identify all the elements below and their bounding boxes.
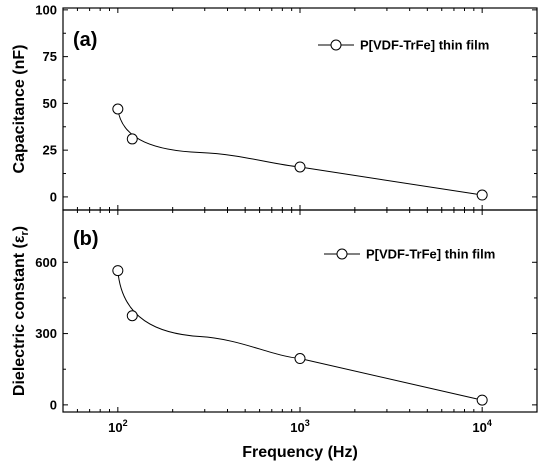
x-axis-label: Frequency (Hz) [242, 444, 358, 461]
x-tick-label: 102 [108, 418, 127, 435]
y-tick-label: 50 [43, 96, 57, 111]
y-axis-label-close: ) [11, 226, 28, 231]
legend-marker [336, 248, 348, 260]
y-tick-label: 0 [50, 189, 57, 204]
panel-label: (b) [73, 228, 99, 250]
x-tick-label-exponent: 2 [123, 418, 128, 428]
x-tick-label: 103 [290, 418, 309, 435]
y-axis-label-subscript: r [19, 231, 31, 236]
panel-label: (a) [73, 29, 97, 51]
y-tick-label: 600 [35, 255, 57, 270]
data-point [476, 189, 488, 201]
x-tick-label-exponent: 3 [305, 418, 310, 428]
legend-marker [330, 39, 342, 51]
legend: P[VDF-TrFe] thin film [318, 38, 489, 53]
data-point [294, 161, 306, 173]
x-tick-label-base: 10 [108, 420, 122, 435]
panel-a: 0 25 50 75 100 Capacitance (nF) (a) P[VDF-TrFe]… [11, 2, 538, 211]
x-tick-label-exponent: 4 [487, 418, 492, 428]
data-point [294, 353, 306, 365]
data-point [112, 265, 124, 277]
legend-label: P[VDF-TrFe] thin film [360, 38, 489, 53]
x-tick-label-base: 10 [290, 420, 304, 435]
x-tick-label-base: 10 [472, 420, 486, 435]
x-tick-label: 104 [472, 418, 491, 435]
data-point [112, 103, 124, 115]
y-tick-label: 25 [43, 143, 57, 158]
y-axis-label: Dielectric constant (εr) [11, 226, 31, 396]
y-tick-label: 0 [50, 397, 57, 412]
y-tick-label: 300 [35, 326, 57, 341]
y-tick-label: 75 [43, 49, 57, 64]
legend: P[VDF-TrFe] thin film [324, 247, 495, 262]
data-point [476, 394, 488, 406]
y-tick-label: 100 [35, 2, 57, 17]
panel-b: 0 300 600 Dielectric constant (εr) (b) P[VDF-… [11, 209, 538, 461]
y-axis-label: Capacitance (nF) [11, 45, 28, 174]
legend-label: P[VDF-TrFe] thin film [366, 247, 495, 262]
fit-line [117, 108, 483, 196]
fit-line [117, 270, 483, 401]
data-point [126, 133, 138, 145]
data-point [126, 310, 138, 322]
